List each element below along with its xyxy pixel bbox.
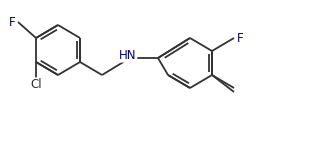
Text: Cl: Cl xyxy=(30,78,42,91)
Text: F: F xyxy=(8,16,15,29)
Text: HN: HN xyxy=(119,49,137,62)
Text: F: F xyxy=(237,31,244,45)
